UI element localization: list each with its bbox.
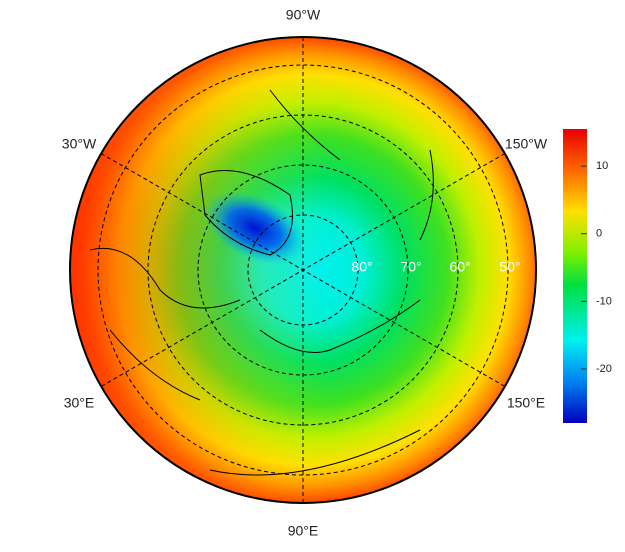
longitude-label: 90°E <box>288 523 319 539</box>
colorbar <box>563 129 587 423</box>
latitude-label: 60° <box>449 259 470 275</box>
graticule <box>97 37 509 503</box>
colorbar-ticks: 10 0 -10 -20 <box>581 160 612 375</box>
longitude-label: 30°W <box>62 136 97 152</box>
latitude-label: 80° <box>351 259 372 275</box>
colorbar-tick-label: -10 <box>596 295 612 307</box>
colorbar-tick-label: -20 <box>596 363 612 375</box>
colorbar-tick-label: 10 <box>596 160 608 172</box>
colorbar-tick-label: 0 <box>596 228 602 240</box>
latitude-label: 50° <box>499 259 520 275</box>
longitude-label: 30°E <box>64 395 95 411</box>
longitude-label: 150°W <box>505 136 548 152</box>
longitude-label: 90°W <box>286 7 321 23</box>
latitude-label: 70° <box>400 259 421 275</box>
longitude-label: 150°E <box>507 395 545 411</box>
